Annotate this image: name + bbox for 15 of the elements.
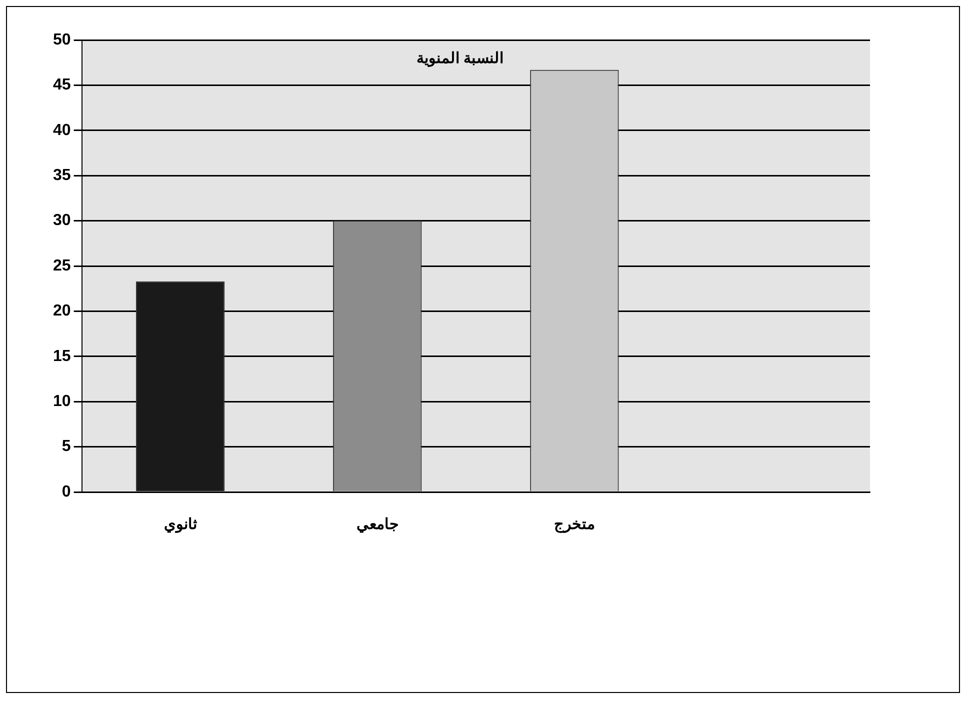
y-tick-label: 35 [53, 167, 71, 184]
y-tick-label: 25 [53, 257, 71, 274]
y-tick-label: 20 [53, 302, 71, 320]
y-tick-label: 45 [53, 76, 71, 94]
y-tick-label: 5 [62, 438, 71, 456]
y-tick-label: 40 [53, 122, 71, 139]
x-tick-label: ثانوي [164, 516, 197, 534]
y-tick-label: 0 [62, 483, 71, 500]
y-tick-label: 10 [53, 393, 71, 410]
y-tick-label: 30 [53, 212, 71, 230]
text: النسبة المنوية [416, 50, 504, 68]
y-tick-label: 15 [53, 348, 71, 365]
x-tick-label: جامعي [356, 516, 398, 534]
y-tick-label: 50 [53, 31, 71, 48]
x-tick-label: متخرج [554, 516, 595, 534]
